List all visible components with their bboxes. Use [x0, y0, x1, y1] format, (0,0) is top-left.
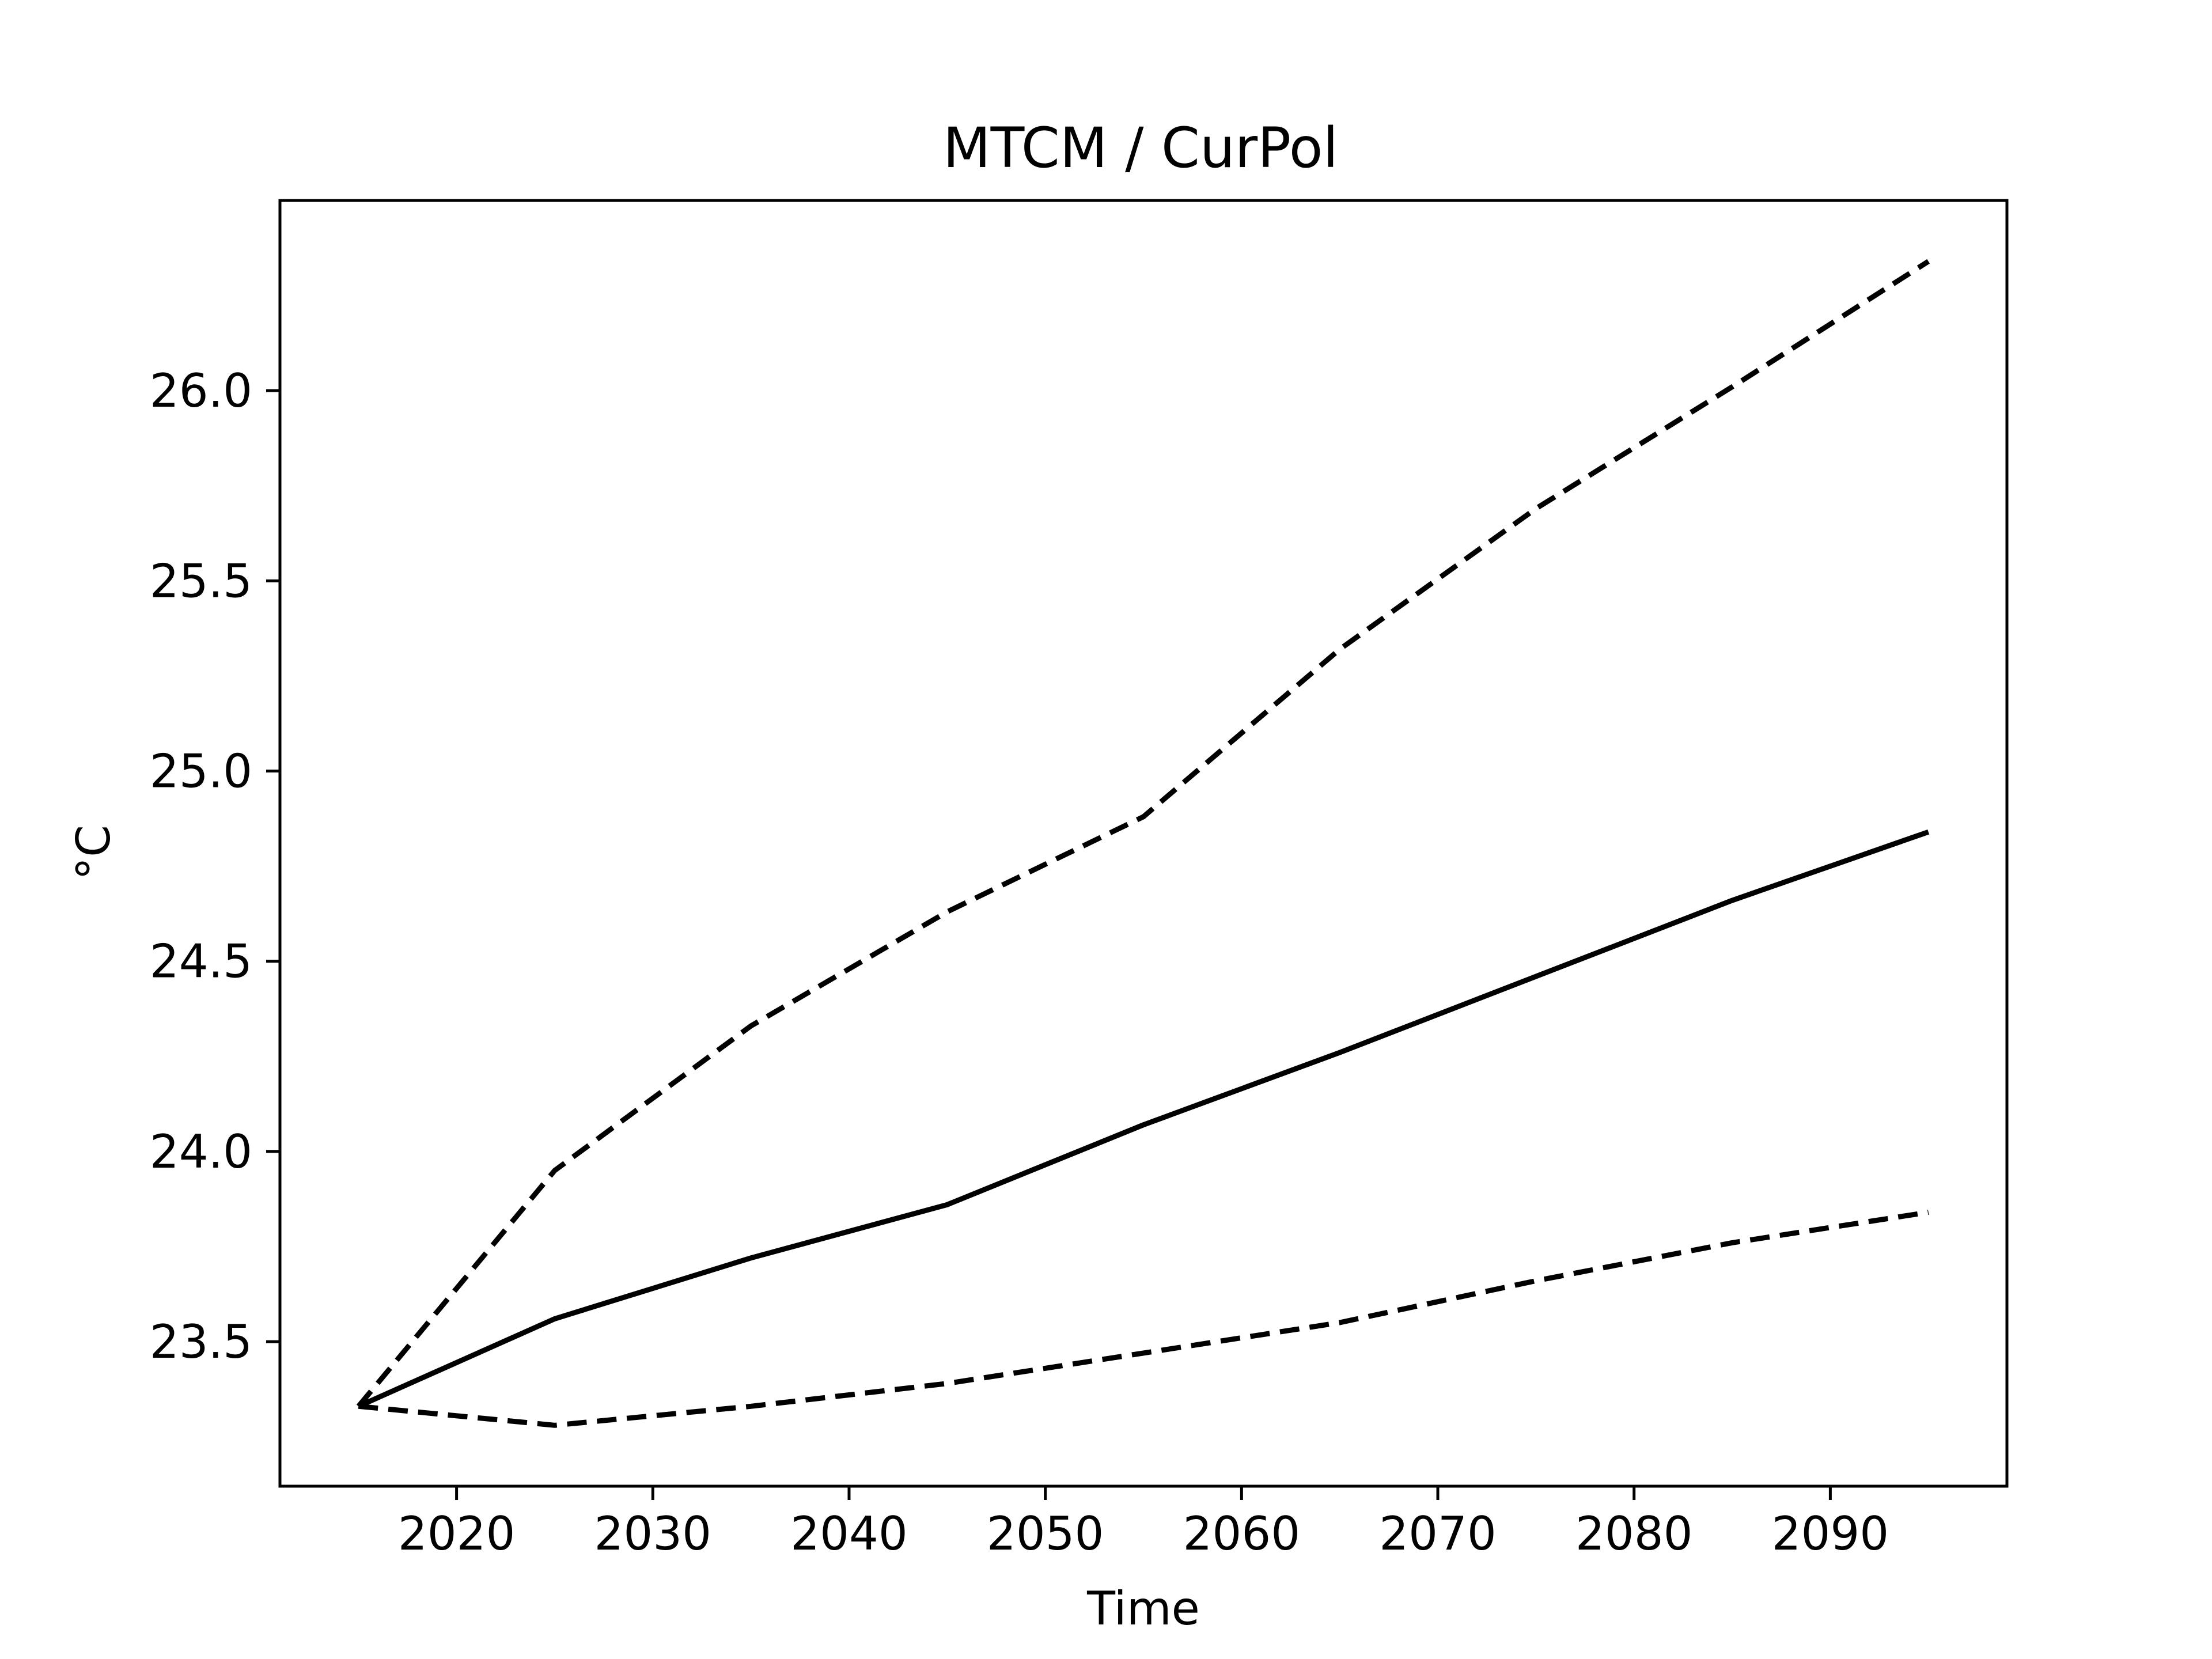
series-line-upper — [356, 259, 1930, 1408]
y-tick-label: 24.5 — [150, 935, 252, 988]
x-tick-label: 2020 — [398, 1507, 516, 1560]
y-tick-label: 26.0 — [150, 364, 252, 418]
series-layer — [356, 259, 1930, 1428]
x-tick-label: 2040 — [790, 1507, 908, 1560]
y-tick-label: 24.0 — [150, 1125, 252, 1179]
x-tick-label: 2090 — [1772, 1507, 1889, 1560]
x-tick-label: 2060 — [1183, 1507, 1301, 1560]
x-tick-label: 2070 — [1379, 1507, 1497, 1560]
plot-area-frame — [278, 199, 2009, 1488]
x-axis-label: Time — [1086, 1582, 1200, 1635]
y-axis-ticks: 23.5 24.0 24.5 25.0 25.5 26.0 — [150, 364, 280, 1369]
y-tick-label: 25.5 — [150, 554, 252, 608]
x-tick-label: 2080 — [1575, 1507, 1693, 1560]
x-tick-label: 2050 — [987, 1507, 1104, 1560]
chart-title: MTCM / CurPol — [943, 116, 1338, 180]
x-axis-ticks: 2020 2030 2040 2050 2060 2070 2080 2090 — [398, 1486, 1889, 1560]
series-line-median — [357, 829, 1930, 1409]
series-line-lower — [358, 1210, 1929, 1428]
x-tick-label: 2030 — [594, 1507, 711, 1560]
y-tick-label: 23.5 — [150, 1315, 252, 1369]
y-axis-label: °C — [67, 825, 120, 880]
y-tick-label: 25.0 — [150, 745, 252, 798]
